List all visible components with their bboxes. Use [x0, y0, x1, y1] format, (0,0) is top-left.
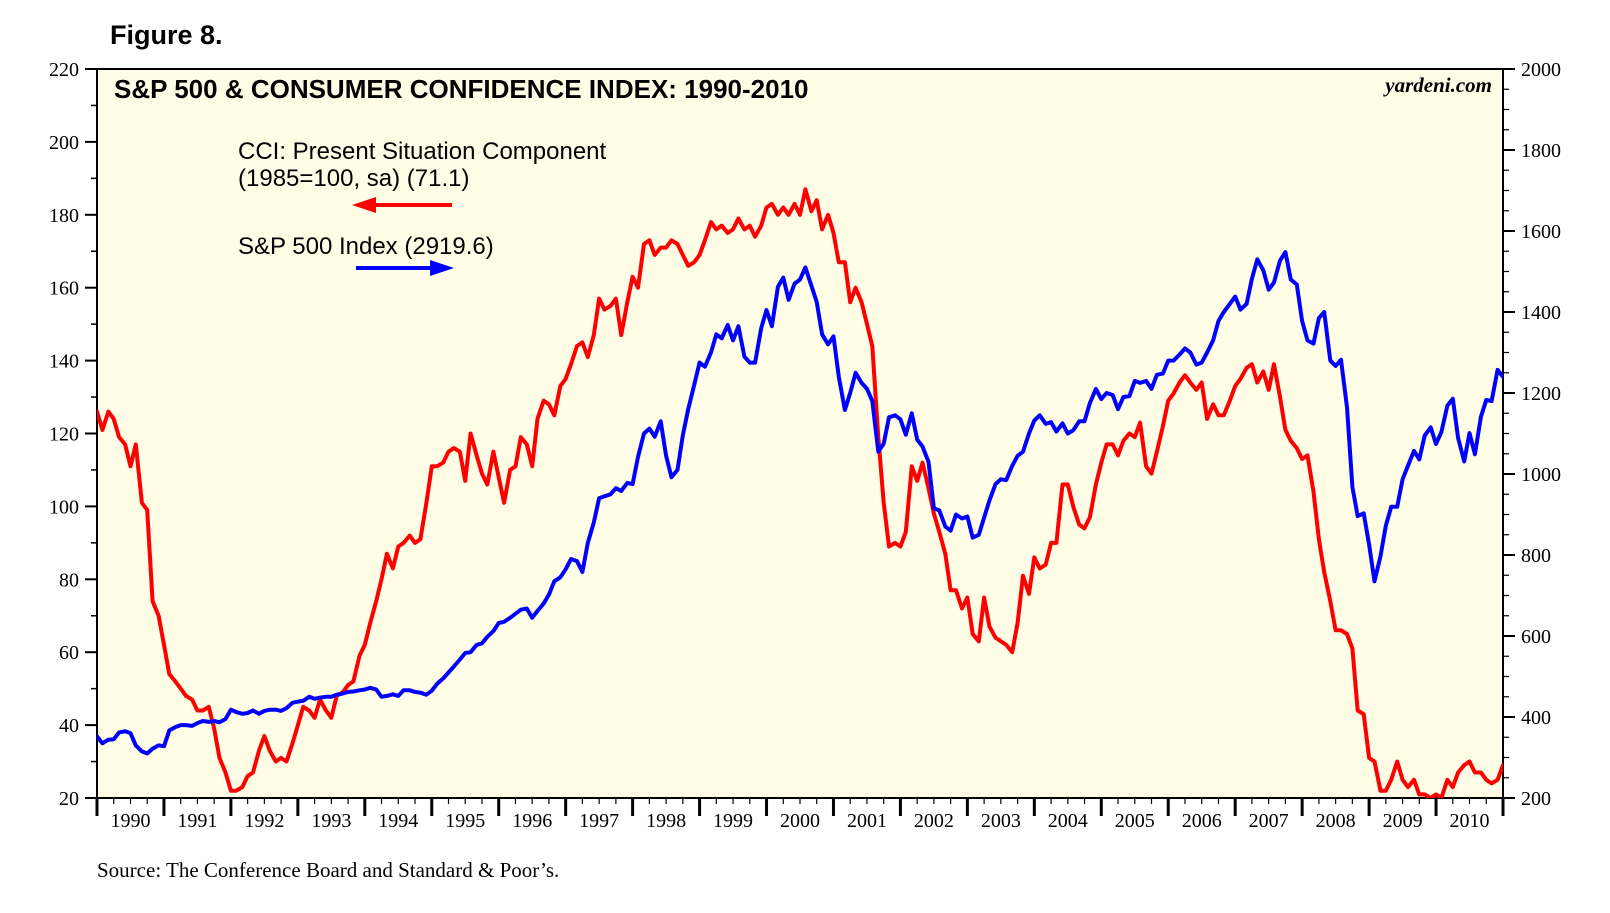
x-tick-label: 1999	[713, 810, 753, 832]
right-tick-label: 200	[1521, 788, 1551, 810]
right-y-axis: 200 400 600 800 1000 1200 1400 1600 1800 2000	[1503, 59, 1561, 810]
right-tick-label: 1600	[1521, 221, 1561, 243]
chart-title: S&P 500 & CONSUMER CONFIDENCE INDEX: 199…	[114, 74, 809, 104]
x-tick-label: 2005	[1115, 810, 1155, 832]
legend: CCI: Present Situation Component (1985=1…	[238, 138, 607, 276]
left-tick-label: 160	[49, 278, 79, 300]
x-tick-label: 2000	[780, 810, 820, 832]
x-tick-label: 2009	[1383, 810, 1423, 832]
left-tick-label: 80	[59, 569, 79, 591]
x-tick-label: 1994	[378, 810, 418, 832]
right-tick-label: 600	[1521, 626, 1551, 648]
x-tick-label: 1993	[311, 810, 351, 832]
left-tick-label: 200	[49, 132, 79, 154]
x-tick-label: 1992	[244, 810, 284, 832]
right-tick-label: 1800	[1521, 140, 1561, 162]
sp500-line	[97, 250, 1503, 756]
x-tick-label: 2002	[914, 810, 954, 832]
right-tick-label: 2000	[1521, 59, 1561, 81]
right-tick-label: 1200	[1521, 383, 1561, 405]
left-tick-label: 20	[59, 788, 79, 810]
plot-area	[96, 68, 1504, 799]
legend-cci-line1: CCI: Present Situation Component	[238, 138, 607, 165]
left-tick-label: 120	[49, 424, 79, 446]
x-tick-label: 1991	[177, 810, 217, 832]
right-tick-label: 1000	[1521, 464, 1561, 486]
x-tick-label: 1996	[512, 810, 552, 832]
left-tick-label: 40	[59, 715, 79, 737]
left-tick-label: 60	[59, 642, 79, 664]
left-tick-label: 100	[49, 496, 79, 518]
source-note: Source: The Conference Board and Standar…	[97, 858, 560, 882]
x-tick-label: 1997	[579, 810, 619, 832]
cci-line	[97, 187, 1503, 798]
figure-label: Figure 8.	[110, 20, 223, 50]
left-tick-label: 180	[49, 205, 79, 227]
watermark: yardeni.com	[1382, 73, 1492, 97]
left-tick-label: 140	[49, 351, 79, 373]
x-tick-label: 2001	[847, 810, 887, 832]
x-tick-label: 2004	[1048, 810, 1088, 832]
right-tick-label: 800	[1521, 545, 1551, 567]
x-tick-label: 2003	[981, 810, 1021, 832]
x-tick-label: 2007	[1249, 810, 1289, 832]
left-tick-label: 220	[49, 59, 79, 81]
x-axis: 1990 1991 1992 1993 1994 1995 1996 1997 1998 1999…	[95, 798, 1505, 832]
x-tick-label: 2006	[1182, 810, 1222, 832]
x-tick-label: 1998	[646, 810, 686, 832]
legend-sp500: S&P 500 Index (2919.6)	[238, 233, 494, 260]
series-layer	[97, 187, 1503, 798]
x-tick-label: 2008	[1316, 810, 1356, 832]
x-tick-label: 2010	[1450, 810, 1490, 832]
legend-arrow-left-icon	[352, 197, 452, 213]
legend-arrow-right-icon	[356, 260, 454, 276]
left-y-axis: 20 40 60 80 100 120 140 160 180 200 220	[49, 59, 97, 810]
x-tick-label: 1990	[110, 810, 150, 832]
x-tick-label: 1995	[445, 810, 485, 832]
right-tick-label: 400	[1521, 707, 1551, 729]
legend-cci-line2: (1985=100, sa) (71.1)	[238, 165, 469, 192]
right-tick-label: 1400	[1521, 302, 1561, 324]
